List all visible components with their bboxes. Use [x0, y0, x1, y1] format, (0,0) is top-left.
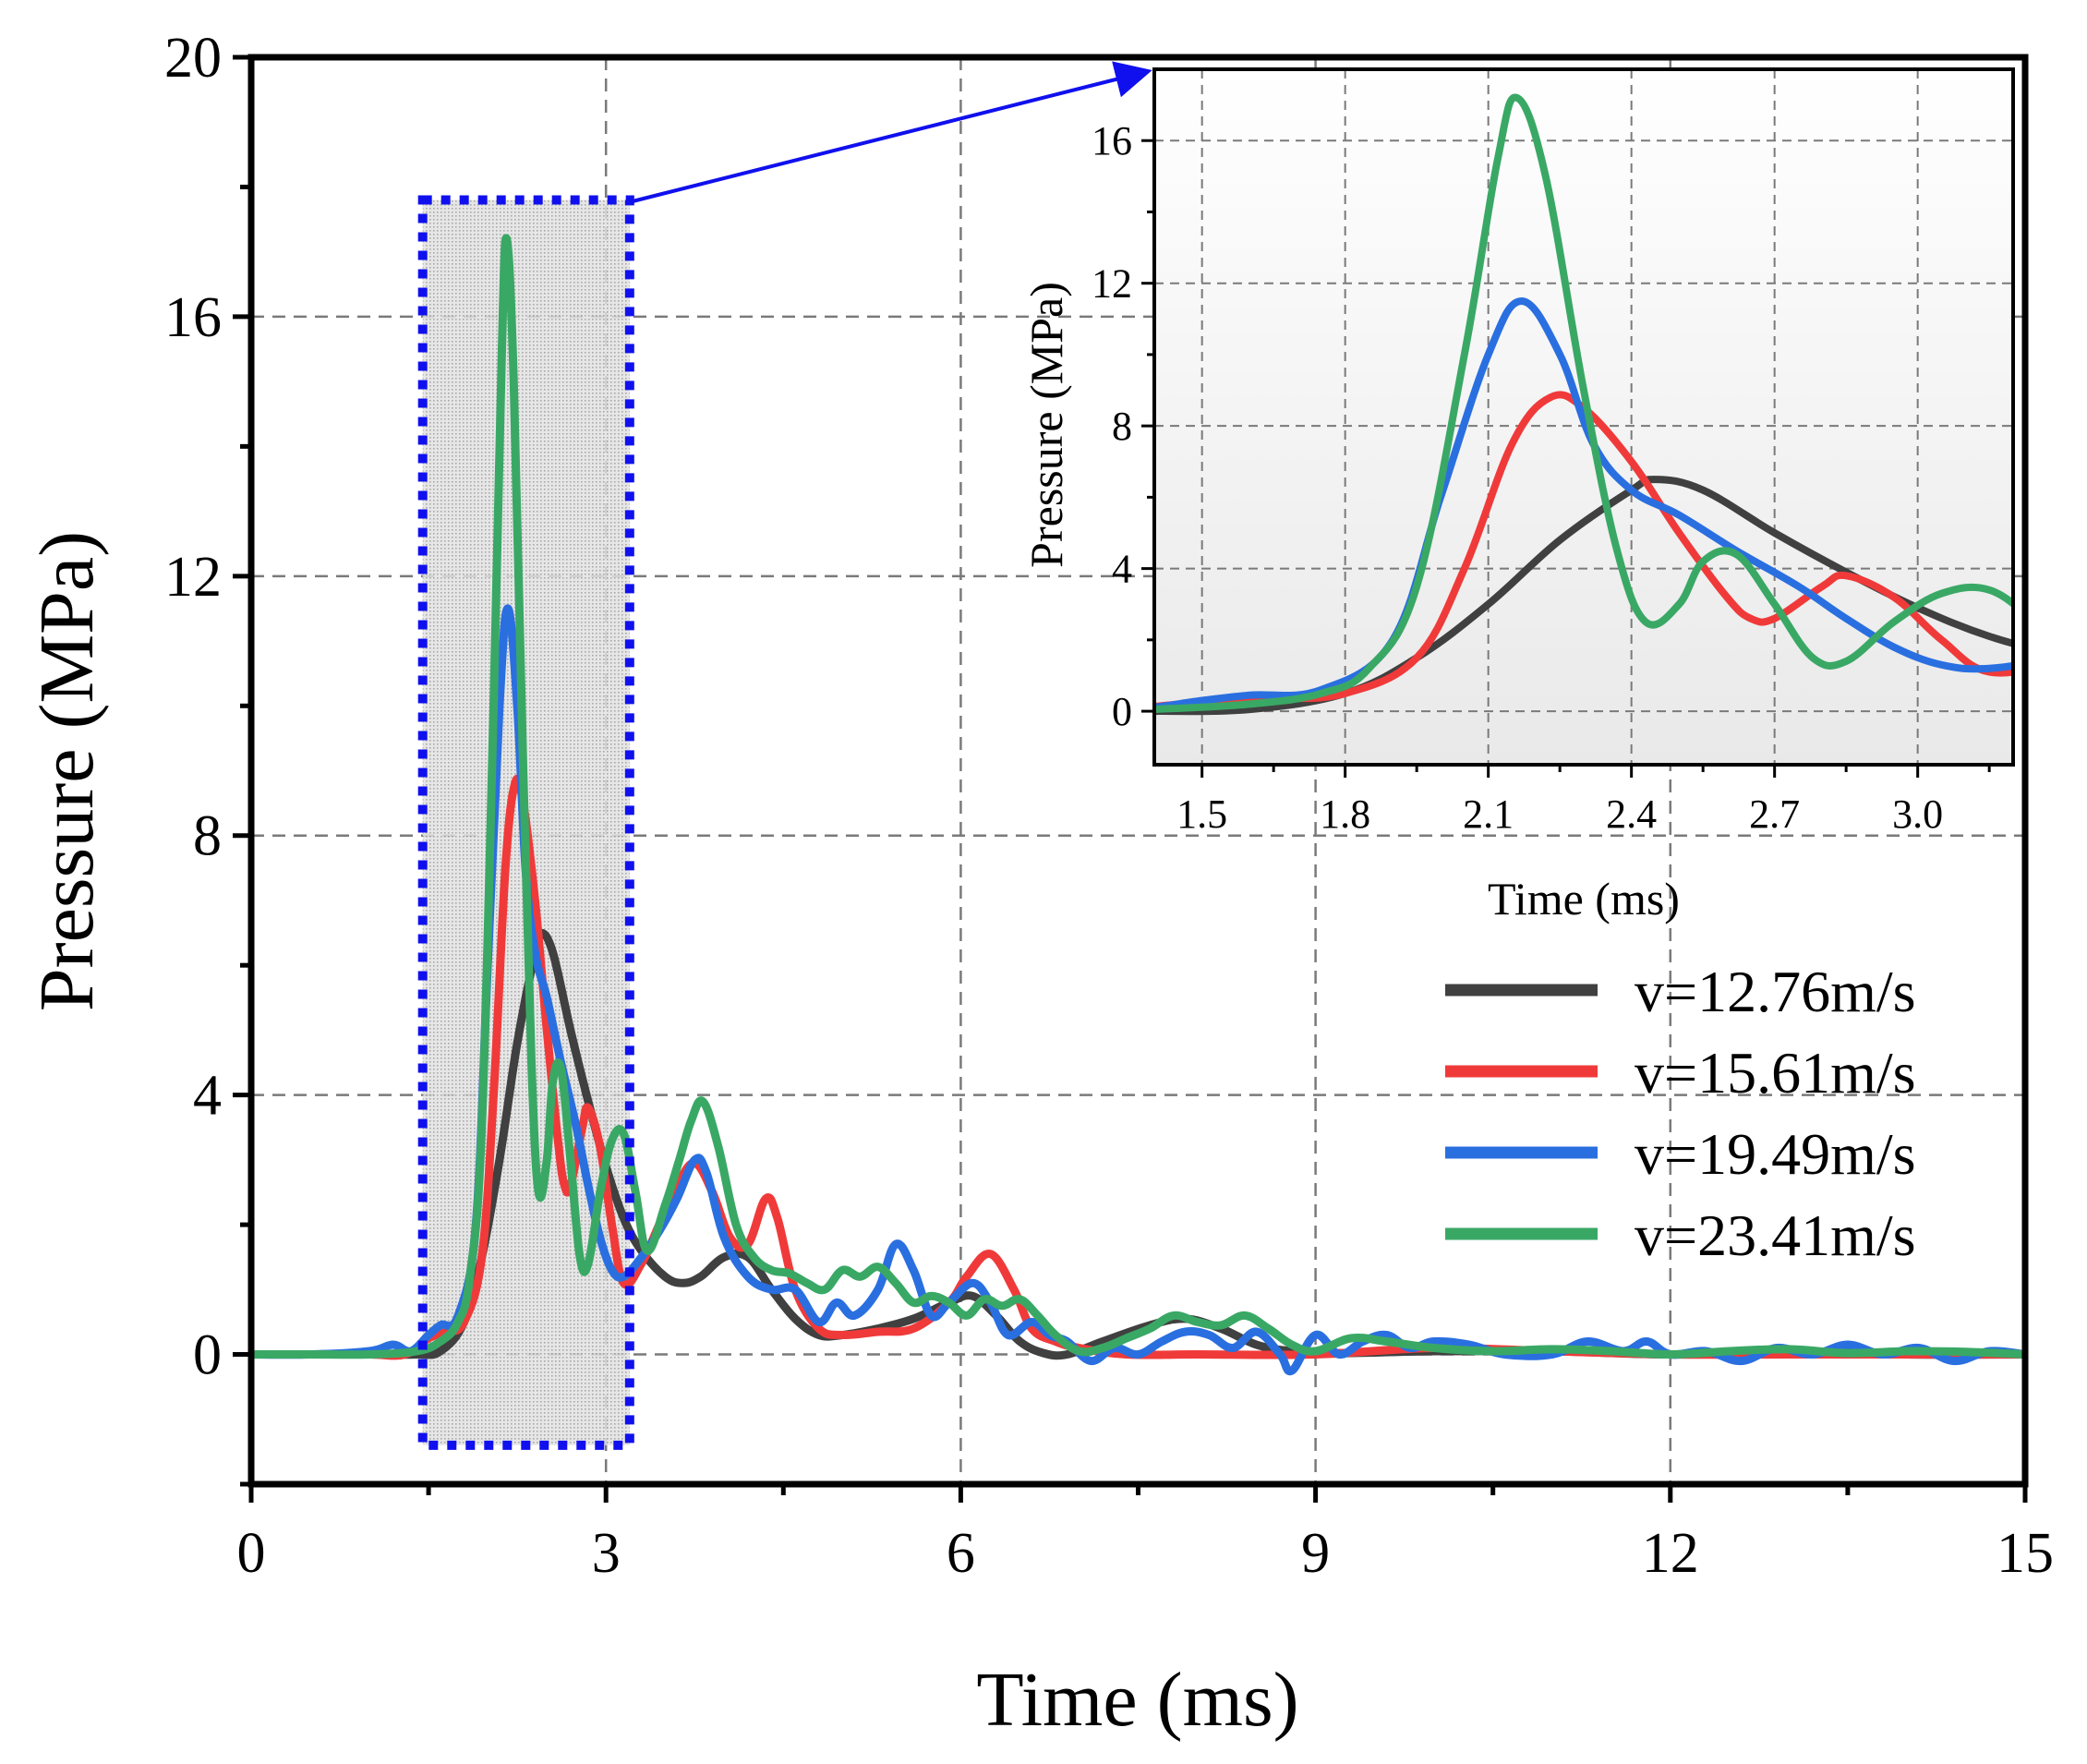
y-tick-label: 16: [164, 286, 222, 349]
inset-axes: [1141, 67, 2015, 778]
legend-label: v=15.61m/s: [1635, 1040, 1916, 1106]
inset-x-axis-label: Time (ms): [1488, 873, 1680, 924]
inset-x-tick-label: 2.7: [1749, 791, 1800, 837]
inset-y-axis-label: Pressure (MPa): [1020, 282, 1072, 568]
zoom-arrow: [632, 61, 1152, 203]
y-tick-label: 4: [193, 1065, 222, 1128]
inset-y-tick-label: 8: [1112, 404, 1132, 449]
legend-label: v=12.76m/s: [1635, 959, 1916, 1024]
x-tick-label: 12: [1642, 1522, 1699, 1585]
legend-entry: v=12.76m/s: [1445, 959, 1916, 1024]
main-y-axis-label: Pressure (MPa): [24, 531, 110, 1011]
inset-series-line-2: [1154, 297, 2013, 711]
inset-y-tick-label: 4: [1112, 547, 1132, 592]
inset-tick-labels: 1.5 1.8 2.1 2.4 2.7 3.0 0 4 8 12 16: [1092, 118, 1943, 837]
inset-plot: 1.5 1.8 2.1 2.4 2.7 3.0 0 4 8 12 16 Time (ms) Pres…: [1020, 67, 2015, 924]
inset-series-line-1: [1154, 391, 2013, 711]
legend-label: v=23.41m/s: [1635, 1202, 1916, 1268]
y-tick-label: 8: [193, 805, 222, 868]
legend-label: v=19.49m/s: [1635, 1121, 1916, 1187]
inset-x-tick-label: 2.4: [1606, 791, 1657, 837]
legend-entry: v=23.41m/s: [1445, 1202, 1916, 1268]
inset-x-tick-label: 3.0: [1892, 791, 1943, 837]
main-x-axis-label: Time (ms): [976, 1657, 1298, 1743]
legend-entry: v=19.49m/s: [1445, 1121, 1916, 1187]
main-series-group: [251, 234, 2025, 1376]
legend: v=12.76m/s v=15.61m/s v=19.49m/s v=23.41…: [1445, 959, 1916, 1268]
x-tick-label: 6: [947, 1522, 975, 1585]
x-tick-label: 9: [1301, 1522, 1330, 1585]
inset-series-line-3: [1154, 93, 2013, 714]
main-tick-labels: 0 3 6 9 12 15 0 4 8 12 16 20: [164, 27, 2054, 1585]
inset-plot-frame: [1152, 67, 2015, 767]
y-tick-label: 20: [164, 27, 222, 90]
x-tick-label: 3: [592, 1522, 621, 1585]
x-tick-label: 15: [1997, 1522, 2054, 1585]
main-plot: 0 3 6 9 12 15 0 4 8 12 16 20 Time (ms) Pressure (MP…: [24, 27, 2054, 1743]
inset-x-tick-label: 2.1: [1463, 791, 1514, 837]
inset-y-tick-label: 16: [1092, 118, 1132, 163]
inset-y-tick-label: 0: [1112, 689, 1132, 734]
series-line-3: [251, 234, 2025, 1359]
inset-x-tick-label: 1.8: [1320, 791, 1370, 837]
inset-y-tick-label: 12: [1092, 261, 1132, 307]
legend-entry: v=15.61m/s: [1445, 1040, 1916, 1106]
zoom-region-border: [417, 195, 634, 1450]
x-tick-label: 0: [237, 1522, 266, 1585]
inset-x-tick-label: 1.5: [1176, 791, 1227, 837]
y-tick-label: 0: [193, 1324, 222, 1387]
inset-series-group: [1154, 93, 2013, 716]
y-tick-label: 12: [164, 546, 222, 609]
main-axes: [233, 54, 2029, 1503]
